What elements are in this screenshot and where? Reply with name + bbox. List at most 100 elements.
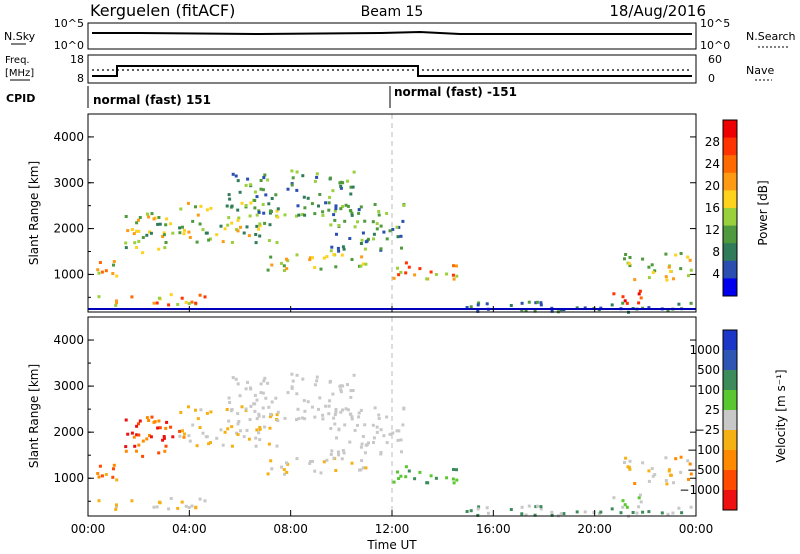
- velocity-cell: [334, 407, 338, 411]
- power-cell: [687, 274, 690, 278]
- velocity-cell: [348, 412, 352, 416]
- velocity-cell: [327, 404, 331, 408]
- velocity-cell: [346, 408, 350, 412]
- velocity-cell: [115, 503, 118, 507]
- velocity-cell: [270, 467, 274, 471]
- velocity-cell: [319, 471, 323, 475]
- colorbar-tick-label: 4: [712, 267, 720, 281]
- velocity-cell: [221, 443, 225, 447]
- power-cell: [375, 227, 379, 231]
- power-cell: [324, 201, 328, 205]
- power-cell: [465, 306, 469, 309]
- velocity-cell: [178, 434, 182, 438]
- velocity-x-ticks: 00:00 04:00 08:00 12:00 16:00 20:00 00:00: [71, 306, 713, 536]
- power-ylabel: Slant Range [km]: [27, 161, 41, 265]
- velocity-panel: 1000 2000 3000 4000 00:00 04:00 08:00 12:00 16:…: [27, 306, 788, 552]
- velocity-cell: [350, 461, 354, 465]
- velocity-cell: [455, 478, 459, 482]
- power-cell: [150, 212, 154, 216]
- power-cell: [196, 213, 200, 217]
- velocity-cell: [509, 508, 513, 511]
- power-cell: [158, 222, 162, 226]
- velocity-cell: [689, 472, 693, 476]
- velocity-cell: [247, 437, 251, 441]
- power-cell: [262, 176, 266, 180]
- power-cell: [285, 257, 288, 261]
- power-cell: [621, 295, 625, 299]
- power-cell: [257, 209, 261, 213]
- velocity-cell: [295, 457, 299, 461]
- velocity-cell: [352, 373, 356, 377]
- velocity-cell: [194, 505, 198, 509]
- velocity-cell: [261, 406, 265, 410]
- velocity-cell: [686, 459, 690, 463]
- velocity-cell: [677, 506, 681, 510]
- power-cell: [228, 197, 232, 201]
- velocity-cell: [669, 473, 673, 477]
- velocity-cell: [237, 420, 241, 423]
- power-colorbar-label: Power [dB]: [756, 180, 770, 245]
- power-cell: [647, 306, 651, 310]
- power-cell: [321, 213, 325, 217]
- power-cell: [263, 221, 267, 225]
- power-cell: [377, 213, 381, 217]
- velocity-cell: [359, 445, 363, 449]
- power-cell: [332, 213, 336, 217]
- power-cell: [176, 303, 180, 306]
- velocity-cell: [236, 382, 240, 386]
- velocity-cell: [361, 435, 365, 438]
- power-cell: [396, 235, 400, 239]
- power-cell: [254, 233, 258, 236]
- y-tick-label: 2000: [53, 222, 84, 236]
- cpid-segment-1: normal (fast) 151: [93, 93, 211, 107]
- power-cell: [178, 226, 182, 230]
- power-cell: [283, 269, 286, 272]
- velocity-cell: [244, 387, 248, 391]
- velocity-cell: [425, 481, 429, 485]
- velocity-cell: [249, 386, 252, 390]
- velocity-cell: [308, 461, 312, 465]
- power-cell: [306, 196, 310, 200]
- power-cell: [357, 211, 361, 215]
- velocity-cell: [258, 425, 262, 429]
- velocity-cell: [688, 462, 692, 466]
- velocity-cell: [111, 475, 115, 479]
- velocity-cell: [301, 377, 305, 381]
- power-cell: [382, 230, 386, 234]
- velocity-cell: [126, 432, 130, 436]
- power-cell: [111, 272, 115, 275]
- nsky-right-tick-bottom: 10^0: [700, 39, 730, 52]
- velocity-ylabel: Slant Range [km]: [27, 364, 41, 468]
- velocity-cell: [205, 411, 209, 415]
- velocity-cell: [647, 469, 651, 473]
- velocity-cell: [295, 418, 298, 422]
- velocity-cell: [164, 444, 168, 448]
- power-cell: [156, 222, 160, 226]
- velocity-cell: [621, 499, 625, 503]
- power-cell: [244, 204, 248, 207]
- velocity-cell: [130, 431, 134, 435]
- power-cell: [379, 224, 383, 228]
- power-cell: [152, 301, 156, 305]
- power-cell: [334, 207, 338, 211]
- colorbar-swatch: [723, 137, 737, 156]
- power-cell: [133, 241, 137, 245]
- colorbar-tick-label: 12: [705, 223, 720, 237]
- colorbar-swatch: [723, 243, 737, 262]
- power-cell: [258, 234, 262, 238]
- velocity-cell: [641, 461, 645, 465]
- power-cell: [385, 212, 389, 215]
- power-cell: [650, 263, 654, 267]
- velocity-cell: [357, 415, 361, 419]
- colorbar-swatch: [723, 155, 737, 174]
- velocity-cell: [137, 433, 141, 437]
- x-tick-label: 12:00: [375, 522, 410, 536]
- power-cell: [152, 217, 156, 221]
- power-cell: [321, 210, 325, 214]
- velocity-cell: [209, 410, 213, 414]
- velocity-cell: [452, 481, 456, 485]
- velocity-cell: [399, 438, 403, 442]
- velocity-cell: [619, 511, 623, 515]
- velocity-cell: [227, 396, 231, 400]
- velocity-cell: [402, 407, 406, 411]
